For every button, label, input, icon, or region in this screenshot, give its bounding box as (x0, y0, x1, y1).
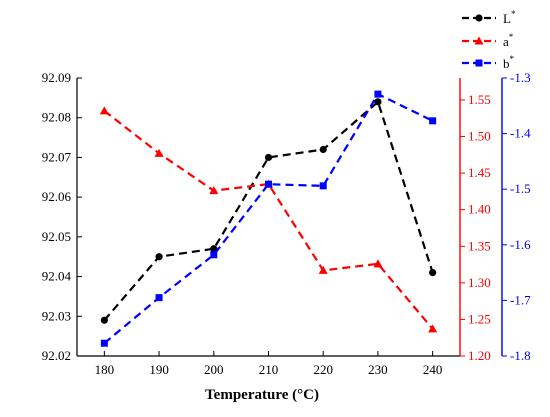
left-tick-label: 92.02 (42, 348, 71, 363)
data-point-l (374, 98, 382, 106)
data-point-b (265, 180, 272, 188)
x-tick-label: 240 (423, 362, 443, 377)
x-tick-label: 230 (368, 362, 388, 377)
x-tick-label: 220 (313, 362, 333, 377)
data-point-l (264, 153, 273, 162)
data-point-l (210, 245, 218, 253)
right-b-tick-label: -1.5 (510, 181, 531, 196)
right-b-tick-label: -1.8 (510, 348, 531, 363)
right-a-tick-label: 1.20 (468, 348, 491, 363)
right-a-tick-label: 1.40 (468, 202, 491, 217)
data-point-b (210, 251, 218, 259)
data-point-b (429, 117, 437, 125)
right-a-tick-label: 1.35 (468, 238, 491, 253)
data-point-b (319, 182, 327, 190)
legend-label-b: b* (503, 54, 515, 71)
right-a-tick-label: 1.45 (468, 165, 491, 180)
x-tick-label: 180 (95, 362, 115, 377)
series-line-l (103, 99, 434, 321)
data-point-a (209, 186, 219, 195)
data-point-b (100, 339, 108, 347)
left-tick-label: 92.06 (42, 189, 72, 204)
right-a-tick-label: 1.50 (468, 129, 491, 144)
legend-marker-b (475, 59, 483, 67)
x-tick-label: 200 (204, 362, 224, 377)
series-line-b (103, 92, 434, 345)
right-a-tick-label: 1.30 (468, 275, 491, 290)
data-point-a (318, 265, 328, 274)
series-line-a (103, 110, 434, 330)
data-point-l (100, 316, 108, 324)
legend-label-l: L* (503, 9, 516, 26)
data-point-a (373, 259, 383, 268)
x-tick-label: 210 (259, 362, 279, 377)
right-a-tick-label: 1.55 (468, 92, 491, 107)
left-tick-label: 92.04 (42, 269, 72, 284)
data-point-b (374, 90, 382, 98)
legend-marker-l (475, 14, 483, 22)
x-axis-title: Temperature (°C) (205, 387, 319, 403)
right-b-tick-label: -1.3 (510, 70, 531, 85)
left-tick-label: 92.09 (42, 70, 71, 85)
left-tick-label: 92.05 (42, 229, 71, 244)
data-point-a (428, 324, 438, 333)
x-tick-label: 190 (149, 362, 169, 377)
legend-label-a: a* (503, 32, 514, 49)
left-tick-label: 92.07 (42, 149, 72, 164)
data-point-a (154, 148, 164, 157)
data-point-b (155, 294, 163, 302)
left-tick-label: 92.03 (42, 308, 71, 323)
data-point-l (429, 269, 437, 277)
data-point-l (319, 145, 327, 154)
right-b-tick-label: -1.4 (510, 126, 531, 141)
left-tick-label: 92.08 (42, 110, 71, 125)
data-point-a (99, 106, 109, 115)
right-b-tick-label: -1.7 (510, 292, 531, 307)
right-b-tick-label: -1.6 (510, 237, 531, 252)
legend-marker-a (474, 36, 484, 45)
data-point-l (155, 253, 163, 261)
right-a-tick-label: 1.25 (468, 311, 491, 326)
